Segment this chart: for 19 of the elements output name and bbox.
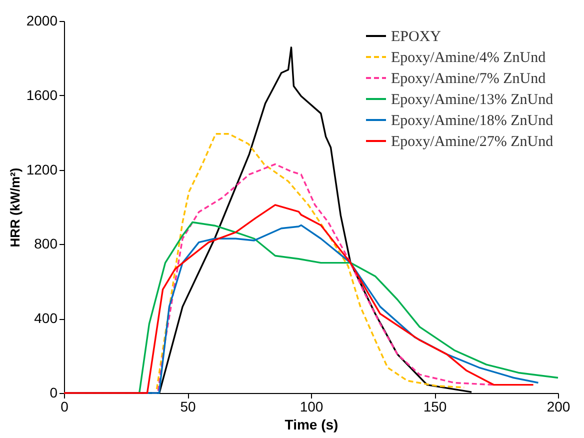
legend-label: Epoxy/Amine/7% ZnUnd: [391, 71, 546, 87]
y-tick-label: 2000: [26, 12, 58, 28]
x-axis-title: Time (s): [284, 416, 338, 432]
y-tick-label: 800: [34, 236, 58, 252]
legend-label: EPOXY: [391, 29, 442, 45]
y-axis-title: HRR (kW/m²): [7, 168, 22, 248]
y-tick-label: 0: [50, 384, 58, 400]
y-tick-label: 400: [34, 310, 58, 326]
legend-label: Epoxy/Amine/18% ZnUnd: [391, 113, 554, 129]
legend-label: Epoxy/Amine/13% ZnUnd: [391, 92, 554, 108]
x-tick-label: 150: [423, 398, 447, 414]
x-tick-label: 200: [546, 398, 570, 414]
x-tick-label: 50: [180, 398, 196, 414]
x-tick-label: 0: [60, 398, 69, 414]
legend-label: Epoxy/Amine/4% ZnUnd: [391, 50, 546, 66]
x-tick-label: 100: [300, 398, 324, 414]
legend-label: Epoxy/Amine/27% ZnUnd: [391, 134, 554, 150]
y-tick-label: 1200: [26, 161, 58, 178]
y-tick-label: 1600: [26, 86, 58, 103]
